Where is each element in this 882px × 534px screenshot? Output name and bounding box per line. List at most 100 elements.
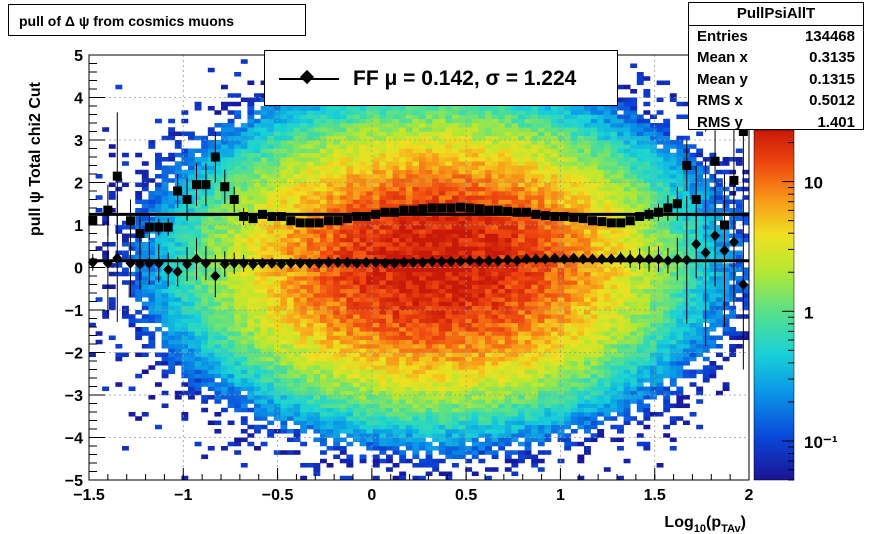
heatmap-cell [524, 131, 532, 137]
heatmap-cell [392, 229, 400, 234]
heatmap-cell [306, 412, 314, 417]
heatmap-cell [379, 433, 387, 438]
heatmap-cell [465, 301, 473, 307]
heatmap-cell [452, 195, 459, 200]
heatmap-cell [438, 199, 446, 205]
heatmap-cell [359, 161, 367, 166]
heatmap-cell [386, 148, 393, 154]
heatmap-cell [379, 386, 387, 392]
heatmap-cell [438, 356, 446, 362]
heatmap-cell [207, 216, 215, 222]
heatmap-cell [287, 203, 294, 209]
heatmap-cell [445, 152, 453, 158]
heatmap-cell [524, 399, 532, 404]
heatmap-cell [465, 361, 473, 366]
heatmap-cell [333, 365, 341, 370]
heatmap-cell [465, 220, 473, 226]
heatmap-cell [326, 446, 334, 451]
heatmap-cell [392, 191, 400, 196]
heatmap-cell [306, 327, 314, 332]
heatmap-cell [320, 114, 327, 120]
heatmap-cell [339, 293, 347, 298]
heatmap-cell [194, 267, 202, 273]
heatmap-cell [254, 157, 261, 162]
heatmap-cell [155, 288, 162, 294]
heatmap-cell [254, 110, 261, 115]
heatmap-cell [366, 110, 374, 115]
heatmap-cell [247, 348, 255, 353]
heatmap-cell [115, 186, 123, 192]
heatmap-cell [445, 216, 453, 222]
heatmap-cell [405, 280, 413, 285]
heatmap-cell [445, 395, 453, 400]
heatmap-cell [498, 280, 506, 285]
heatmap-cell [445, 225, 453, 230]
heatmap-cell [353, 369, 360, 375]
heatmap-cell [201, 237, 209, 243]
heatmap-cell [287, 106, 294, 111]
heatmap-cell [445, 412, 453, 417]
heatmap-cell [511, 148, 519, 154]
heatmap-cell [339, 182, 347, 188]
heatmap-cell [260, 373, 268, 379]
heatmap-cell [531, 420, 539, 426]
heatmap-cell [207, 140, 215, 145]
heatmap-cell [531, 237, 539, 243]
heatmap-cell [280, 254, 288, 260]
heatmap-cell [339, 403, 347, 409]
heatmap-cell [326, 369, 334, 375]
heatmap-cell [306, 276, 314, 281]
heatmap-cell [260, 186, 268, 192]
heatmap-cell [485, 148, 492, 154]
heatmap-cell [273, 382, 281, 387]
heatmap-cell [247, 174, 255, 179]
heatmap-cell [524, 267, 532, 273]
heatmap-cell [221, 318, 228, 324]
heatmap-cell [333, 203, 341, 209]
heatmap-cell [465, 216, 473, 222]
heatmap-cell [465, 165, 473, 171]
heatmap-cell [531, 378, 539, 383]
heatmap-cell [438, 416, 446, 421]
heatmap-cell [419, 310, 426, 315]
heatmap-cell [386, 237, 393, 243]
heatmap-cell [485, 127, 492, 132]
heatmap-cell [214, 267, 222, 273]
heatmap-cell [287, 301, 294, 307]
heatmap-cell [379, 314, 387, 319]
heatmap-cell [485, 199, 492, 205]
heatmap-cell [458, 386, 466, 392]
heatmap-cell [240, 97, 248, 103]
heatmap-cell [300, 301, 308, 307]
heatmap-cell [267, 191, 275, 196]
heatmap-cell [141, 280, 149, 285]
heatmap-cell [201, 267, 209, 273]
heatmap-cell [504, 378, 512, 383]
heatmap-cell [419, 229, 426, 234]
heatmap-cell [478, 199, 486, 205]
heatmap-cell [366, 114, 374, 120]
heatmap-cell [524, 263, 532, 268]
heatmap-cell [280, 335, 288, 341]
heatmap-cell [379, 242, 387, 247]
heatmap-cell [425, 135, 433, 141]
heatmap-cell [359, 395, 367, 400]
heatmap-cell [478, 118, 486, 124]
heatmap-cell [445, 403, 453, 409]
heatmap-cell [306, 114, 314, 120]
heatmap-cell [511, 429, 519, 434]
heatmap-cell [333, 420, 341, 426]
heatmap-cell [280, 365, 288, 370]
heatmap-cell [399, 271, 407, 277]
heatmap-cell [267, 140, 275, 145]
heatmap-cell [346, 412, 354, 417]
heatmap-cell [359, 267, 367, 273]
heatmap-cell [188, 191, 195, 196]
heatmap-cell [471, 433, 479, 438]
heatmap-cell [432, 246, 440, 251]
heatmap-cell [326, 182, 334, 188]
heatmap-cell [221, 331, 228, 336]
heatmap-cell [438, 390, 446, 396]
heatmap-cell [438, 220, 446, 226]
heatmap-cell [359, 284, 367, 290]
